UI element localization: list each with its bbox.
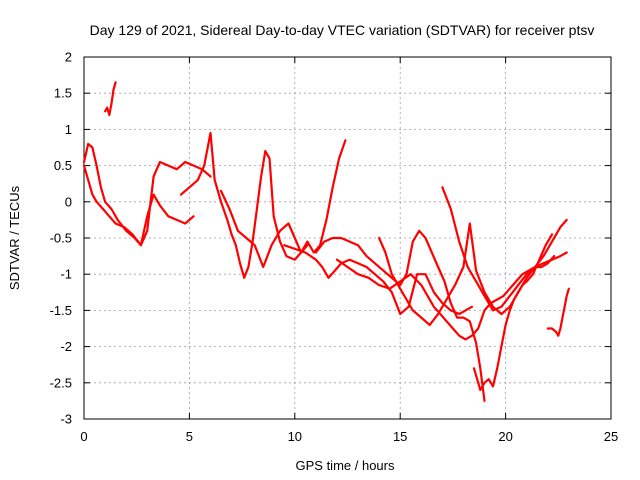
y-tick-label: 1 — [65, 122, 72, 137]
x-tick-label: 15 — [393, 429, 407, 444]
y-tick-label: 2 — [65, 50, 72, 65]
y-tick-label: 1.5 — [54, 86, 72, 101]
x-tick-label: 0 — [80, 429, 87, 444]
x-axis-label: GPS time / hours — [296, 458, 395, 473]
y-tick-label: 0.5 — [54, 158, 72, 173]
data-series — [82, 81, 570, 402]
series-track-1 — [82, 142, 195, 247]
grid-lines — [84, 57, 611, 419]
y-tick-label: -3 — [60, 412, 72, 427]
y-tick-label: 0 — [65, 194, 72, 209]
plot-frame — [83, 56, 612, 420]
series-track-3 — [103, 81, 117, 117]
y-tick-label: -2 — [60, 339, 72, 354]
chart-title: Day 129 of 2021, Sidereal Day-to-day VTE… — [90, 22, 595, 38]
x-tick-label: 10 — [288, 429, 302, 444]
series-track-11 — [472, 233, 554, 392]
series-track-12 — [546, 287, 570, 337]
y-tick-label: -2.5 — [50, 375, 72, 390]
x-tick-label: 5 — [186, 429, 193, 444]
axis-ticks: 0 5 10 15 20 25 -3 -2.5 -2 -1.5 -1 -0.5 0 0.5 1 1.5 2 — [50, 50, 619, 445]
y-tick-label: -1.5 — [50, 303, 72, 318]
series-track-7 — [314, 229, 486, 402]
x-tick-label: 20 — [498, 429, 512, 444]
y-tick-label: -0.5 — [50, 231, 72, 246]
series-track-8 — [335, 255, 556, 341]
series-track-5 — [219, 139, 347, 269]
series-track-2 — [82, 160, 212, 247]
series-track-10 — [441, 186, 568, 312]
y-tick-label: -1 — [60, 267, 72, 282]
x-tick-label: 25 — [604, 429, 618, 444]
y-axis-label: SDTVAR / TECUs — [7, 185, 22, 290]
series-track-4 — [179, 131, 309, 279]
